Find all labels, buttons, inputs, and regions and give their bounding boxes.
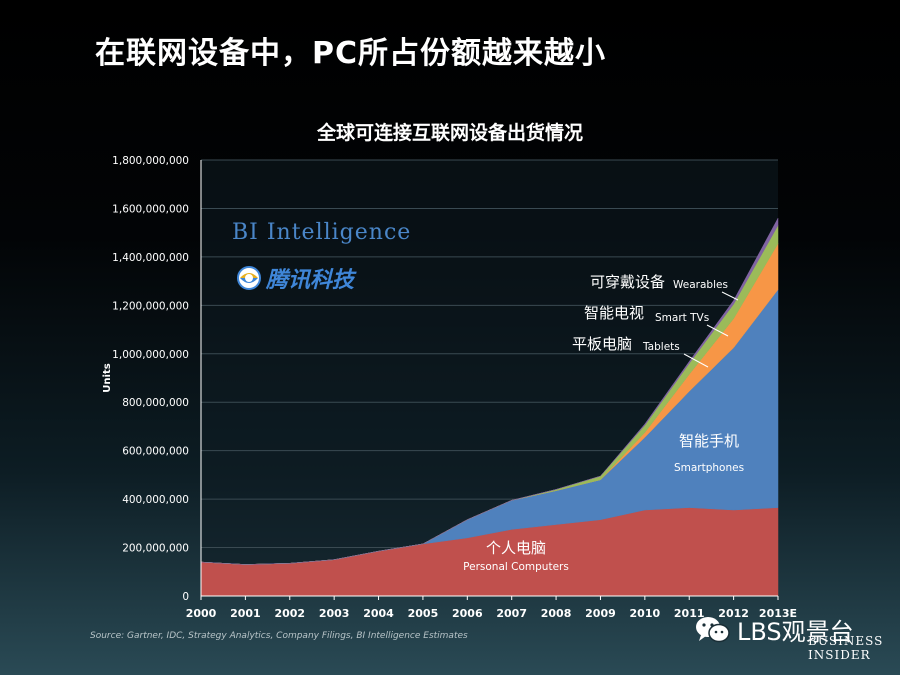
- x-tick-label: 2011: [674, 607, 705, 620]
- business-insider-logo: BUSINESS INSIDER: [808, 634, 883, 662]
- chart-areas: [200, 218, 779, 597]
- series-label-en-smart-tvs: Smart TVs: [655, 312, 709, 324]
- y-tick-label: 1,400,000,000: [112, 252, 189, 264]
- y-tick-label: 1,000,000,000: [112, 349, 189, 361]
- wearables-pointer: [721, 291, 739, 301]
- wechat-account-name: LBS观景台: [737, 618, 854, 646]
- x-tick-label: 2010: [630, 607, 661, 620]
- business-insider-line1: BUSINESS: [808, 634, 884, 648]
- tencent-tech-logo: 腾讯科技: [236, 262, 354, 294]
- slide-title: 在联网设备中，PC所占份额越来越小: [95, 36, 607, 71]
- source-note: Source: Gartner, IDC, Strategy Analytics…: [90, 631, 468, 641]
- wechat-watermark: LBS观景台: [695, 612, 854, 647]
- y-tick-label: 800,000,000: [122, 397, 189, 409]
- y-tick-label: 200,000,000: [122, 543, 189, 555]
- tablets-pointer: [683, 353, 709, 368]
- x-tick-label: 2012: [718, 607, 749, 620]
- y-tick-label: 1,600,000,000: [112, 203, 189, 215]
- x-tick-label: 2005: [408, 607, 439, 620]
- series-label-cn-smart-tvs: 智能电视: [584, 304, 644, 322]
- chart-axes: 0 200,000,000 400,000,000 600,000,000 800,00…: [102, 155, 797, 620]
- series-label-en-pc: Personal Computers: [463, 561, 569, 573]
- wechat-icon: [696, 616, 730, 642]
- series-area-wearables: [200, 218, 779, 565]
- chart-labels: 个人电脑 Personal Computers 智能手机 Smartphones 平板电…: [463, 273, 744, 573]
- series-label-cn-wearables: 可穿戴设备: [590, 273, 665, 291]
- x-tick-label: 2003: [319, 607, 350, 620]
- y-tick-label: 400,000,000: [122, 494, 189, 506]
- x-tick-label: 2007: [496, 607, 527, 620]
- x-tick-label: 2004: [363, 607, 394, 620]
- y-axis-label: Units: [102, 363, 113, 392]
- tencent-tech-text: 腾讯科技: [266, 268, 355, 293]
- series-label-cn-smartphones: 智能手机: [679, 432, 739, 450]
- x-tick-label: 2013E: [759, 607, 797, 620]
- business-insider-line2: INSIDER: [808, 648, 871, 662]
- y-tick-label: 0: [182, 591, 189, 603]
- x-tick-label: 2009: [585, 607, 616, 620]
- y-tick-label: 1,200,000,000: [112, 300, 189, 312]
- series-label-en-smartphones: Smartphones: [674, 462, 744, 474]
- y-tick-label: 600,000,000: [122, 446, 189, 458]
- smart-tvs-pointer: [706, 324, 729, 337]
- series-label-en-wearables: Wearables: [673, 279, 728, 291]
- x-tick-label: 2006: [452, 607, 483, 620]
- series-label-cn-tablets: 平板电脑: [572, 335, 632, 353]
- x-tick-label: 2000: [186, 607, 217, 620]
- bi-intelligence-logo: BI Intelligence: [232, 220, 412, 245]
- series-label-cn-pc: 个人电脑: [486, 539, 546, 557]
- tencent-globe-icon: [237, 266, 261, 290]
- y-tick-label: 1,800,000,000: [112, 155, 189, 167]
- series-label-en-tablets: Tablets: [642, 341, 680, 353]
- chart-title: 全球可连接互联网设备出货情况: [316, 122, 583, 144]
- x-tick-label: 2008: [541, 607, 572, 620]
- x-tick-label: 2002: [274, 607, 305, 620]
- x-tick-label: 2001: [230, 607, 261, 620]
